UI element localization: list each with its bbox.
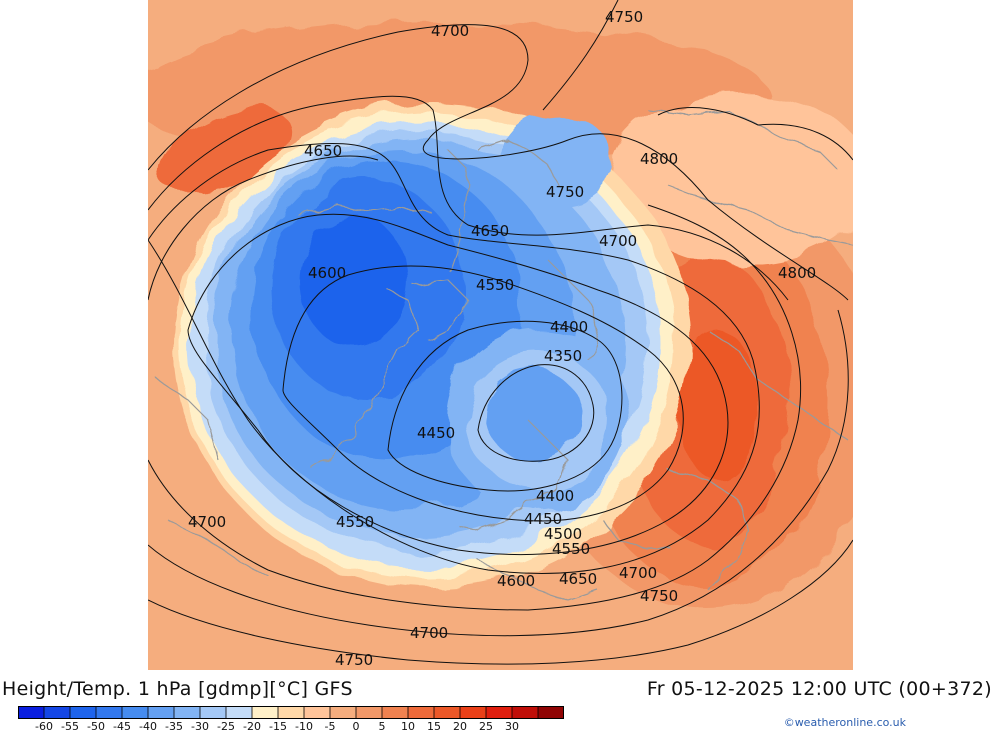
colorbar-tick-label: -50 <box>87 720 105 733</box>
colorbar-swatch <box>96 706 123 719</box>
colorbar-tick-label: -30 <box>191 720 209 733</box>
colorbar-swatch <box>330 706 357 719</box>
contour-label: 4550 <box>476 276 514 294</box>
contour-label: 4350 <box>544 347 582 365</box>
colorbar-swatch <box>174 706 201 719</box>
contour-label: 4550 <box>336 513 374 531</box>
weather-map: 4700 4750 4650 4800 4750 4650 4700 4800 … <box>148 0 853 670</box>
colorbar-swatch <box>356 706 383 719</box>
contour-label: 4700 <box>599 232 637 250</box>
colorbar-swatch <box>226 706 253 719</box>
contour-label: 4400 <box>550 318 588 336</box>
colorbar-tick-label: 10 <box>401 720 415 733</box>
colorbar-swatch <box>148 706 175 719</box>
colorbar-tick-label: -15 <box>269 720 287 733</box>
contour-label: 4800 <box>640 150 678 168</box>
colorbar-tick-label: 5 <box>378 720 386 733</box>
colorbar-tick-label: -10 <box>295 720 313 733</box>
contour-label: 4800 <box>778 264 816 282</box>
contour-label: 4650 <box>304 142 342 160</box>
colorbar-tick-label: 25 <box>479 720 493 733</box>
colorbar-tick-labels: -60 -55 -50 -45 -40 -35 -30 -25 -20 -15 -10 -5 0 5 10 1… <box>18 720 564 734</box>
credit-link[interactable]: ©weatheronline.co.uk <box>783 716 906 729</box>
contour-label: 4450 <box>524 510 562 528</box>
colorbar-tick-label: 20 <box>453 720 467 733</box>
colorbar-tick-label: -35 <box>165 720 183 733</box>
map-svg: 4700 4750 4650 4800 4750 4650 4700 4800 … <box>148 0 853 670</box>
colorbar-swatch <box>538 706 564 719</box>
colorbar-tick-label: -20 <box>243 720 261 733</box>
colorbar-swatch <box>70 706 97 719</box>
colorbar-swatch <box>200 706 227 719</box>
colorbar-tick-label: 30 <box>505 720 519 733</box>
contour-label: 4600 <box>308 264 346 282</box>
contour-label: 4550 <box>552 540 590 558</box>
colorbar-tick-label: 15 <box>427 720 441 733</box>
colorbar-tick-label: 0 <box>352 720 360 733</box>
contour-label: 4700 <box>410 624 448 642</box>
colorbar <box>18 706 564 719</box>
contour-label: 4750 <box>546 183 584 201</box>
height-contours <box>148 0 853 665</box>
colorbar-tick-label: -25 <box>217 720 235 733</box>
colorbar-swatch <box>44 706 71 719</box>
colorbar-swatch <box>408 706 435 719</box>
map-title: Height/Temp. 1 hPa [gdmp][°C] GFS <box>2 678 353 700</box>
colorbar-swatch <box>434 706 461 719</box>
valid-time: Fr 05-12-2025 12:00 UTC (00+372) <box>646 678 992 700</box>
contour-label: 4400 <box>536 487 574 505</box>
colorbar-tick-label: -60 <box>35 720 53 733</box>
colorbar-swatch <box>486 706 513 719</box>
contour-label: 4600 <box>497 572 535 590</box>
temperature-field <box>148 20 853 610</box>
contour-labels: 4700 4750 4650 4800 4750 4650 4700 4800 … <box>188 8 816 669</box>
colorbar-tick-label: -55 <box>61 720 79 733</box>
colorbar-swatch <box>252 706 279 719</box>
colorbar-swatch <box>304 706 331 719</box>
contour-label: 4700 <box>619 564 657 582</box>
coastlines <box>157 109 853 601</box>
colorbar-tick-label: -45 <box>113 720 131 733</box>
colorbar-swatch <box>382 706 409 719</box>
contour-label: 4650 <box>559 570 597 588</box>
contour-label: 4700 <box>431 22 469 40</box>
contour-label: 4750 <box>335 651 373 669</box>
contour-label: 4750 <box>605 8 643 26</box>
colorbar-tick-label: -40 <box>139 720 157 733</box>
contour-label: 4450 <box>417 424 455 442</box>
colorbar-swatch <box>18 706 45 719</box>
colorbar-swatch <box>460 706 487 719</box>
colorbar-swatch <box>122 706 149 719</box>
contour-label: 4750 <box>640 587 678 605</box>
colorbar-swatch <box>278 706 305 719</box>
contour-label: 4700 <box>188 513 226 531</box>
contour-label: 4650 <box>471 222 509 240</box>
colorbar-tick-label: -5 <box>324 720 336 733</box>
colorbar-swatch <box>512 706 539 719</box>
colorbar-frame <box>18 706 564 719</box>
contour-label: 4500 <box>544 525 582 543</box>
